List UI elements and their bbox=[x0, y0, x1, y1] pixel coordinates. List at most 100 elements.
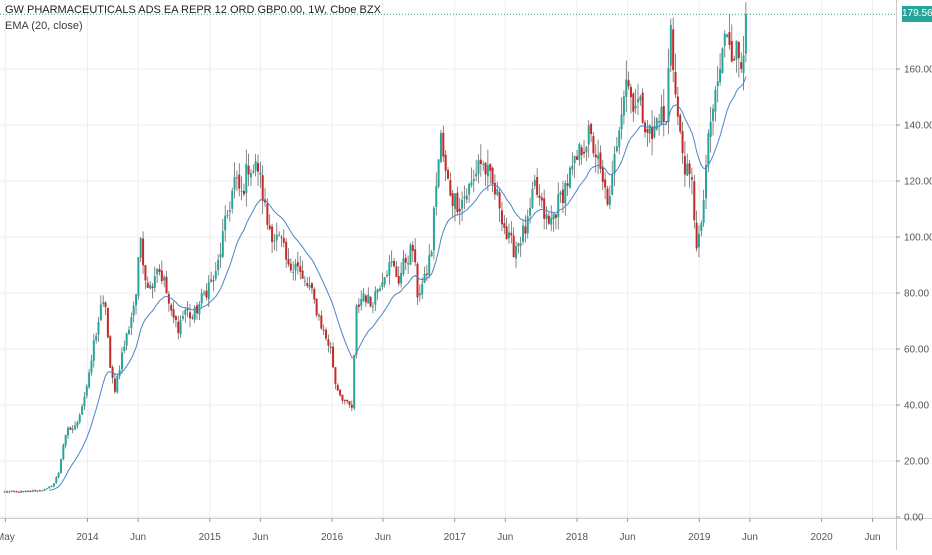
candle bbox=[259, 161, 262, 188]
candle-body-down bbox=[646, 129, 649, 133]
candle bbox=[576, 149, 579, 160]
candle-body-down bbox=[109, 336, 112, 368]
candle bbox=[299, 256, 302, 280]
candle-body-up bbox=[714, 89, 717, 112]
candle-body-up bbox=[608, 196, 611, 205]
candle bbox=[200, 288, 203, 308]
candle-body-down bbox=[196, 305, 199, 314]
candle bbox=[362, 287, 365, 303]
candle bbox=[31, 489, 34, 493]
candle bbox=[71, 425, 74, 434]
candle-body-up bbox=[726, 34, 729, 37]
candle bbox=[17, 490, 20, 493]
candle-body-up bbox=[233, 176, 236, 190]
candle bbox=[583, 139, 586, 159]
candle bbox=[41, 490, 44, 492]
candle-body-down bbox=[444, 154, 447, 171]
candle-body-up bbox=[454, 193, 457, 209]
candle bbox=[268, 214, 271, 231]
candle bbox=[435, 172, 438, 216]
candle-body-up bbox=[125, 333, 128, 346]
candle bbox=[644, 119, 647, 138]
candle-body-down bbox=[728, 32, 731, 45]
candle-body-up bbox=[179, 320, 182, 335]
candle-body-up bbox=[259, 172, 262, 175]
candle-body-up bbox=[388, 262, 391, 276]
candle-body-up bbox=[587, 125, 590, 145]
candle-body-down bbox=[313, 288, 316, 300]
candle-body-down bbox=[505, 226, 508, 239]
candle-body-down bbox=[393, 261, 396, 267]
candle bbox=[273, 233, 276, 251]
candle-body-down bbox=[524, 226, 527, 234]
candle bbox=[207, 275, 210, 308]
candle-body-up bbox=[74, 425, 77, 430]
grid bbox=[0, 0, 896, 518]
candle bbox=[104, 301, 107, 316]
ema-legend[interactable]: EMA (20, close) bbox=[5, 20, 83, 32]
candle-body-up bbox=[376, 289, 379, 293]
candle-body-down bbox=[737, 42, 740, 58]
candle bbox=[224, 205, 227, 242]
candle-body-down bbox=[601, 167, 604, 183]
candle-body-up bbox=[278, 234, 281, 236]
candle bbox=[482, 160, 485, 171]
candle bbox=[228, 201, 231, 222]
candle bbox=[292, 261, 295, 281]
candle bbox=[320, 310, 323, 331]
candle bbox=[210, 271, 213, 283]
candle bbox=[611, 160, 614, 196]
candle-body-up bbox=[533, 180, 536, 186]
candle bbox=[367, 287, 370, 304]
candle-body-up bbox=[353, 355, 356, 409]
candle-body-down bbox=[186, 308, 189, 311]
candle-body-down bbox=[264, 199, 267, 203]
y-tick-label: 60.00 bbox=[904, 345, 929, 356]
candle bbox=[3, 490, 6, 493]
candle bbox=[315, 298, 318, 318]
candle bbox=[547, 211, 550, 226]
candle bbox=[128, 326, 131, 335]
candle-body-up bbox=[24, 491, 27, 493]
candle bbox=[118, 365, 121, 380]
candle bbox=[554, 213, 557, 230]
candle-body-up bbox=[409, 244, 412, 265]
candle bbox=[648, 124, 651, 143]
candle bbox=[538, 184, 541, 206]
candle bbox=[524, 215, 527, 243]
candle bbox=[712, 104, 715, 136]
candle bbox=[343, 399, 346, 405]
candle-body-down bbox=[188, 312, 191, 319]
candle bbox=[536, 168, 539, 198]
candle bbox=[52, 483, 55, 488]
candle-body-up bbox=[712, 108, 715, 121]
candle bbox=[339, 389, 342, 398]
candle-body-up bbox=[240, 190, 243, 192]
candle bbox=[95, 332, 98, 344]
candle bbox=[374, 286, 377, 312]
candle bbox=[172, 301, 175, 324]
candle bbox=[416, 262, 419, 305]
candle bbox=[557, 182, 560, 230]
candle-body-up bbox=[83, 396, 86, 407]
candle-body-down bbox=[580, 147, 583, 156]
candle bbox=[132, 301, 135, 323]
candle bbox=[622, 90, 625, 125]
candle bbox=[174, 314, 177, 328]
candle-body-up bbox=[383, 277, 386, 285]
candle-body-down bbox=[69, 427, 72, 430]
candle-body-up bbox=[184, 309, 187, 315]
candle-body-up bbox=[648, 124, 651, 134]
candle-body-up bbox=[378, 288, 381, 291]
candle-body-up bbox=[578, 144, 581, 160]
candle-body-down bbox=[395, 266, 398, 277]
candles bbox=[3, 2, 747, 494]
candle-body-down bbox=[146, 282, 149, 288]
candle bbox=[742, 35, 745, 91]
candle-body-down bbox=[343, 400, 346, 402]
candle-body-up bbox=[686, 163, 689, 176]
candle bbox=[48, 486, 51, 489]
